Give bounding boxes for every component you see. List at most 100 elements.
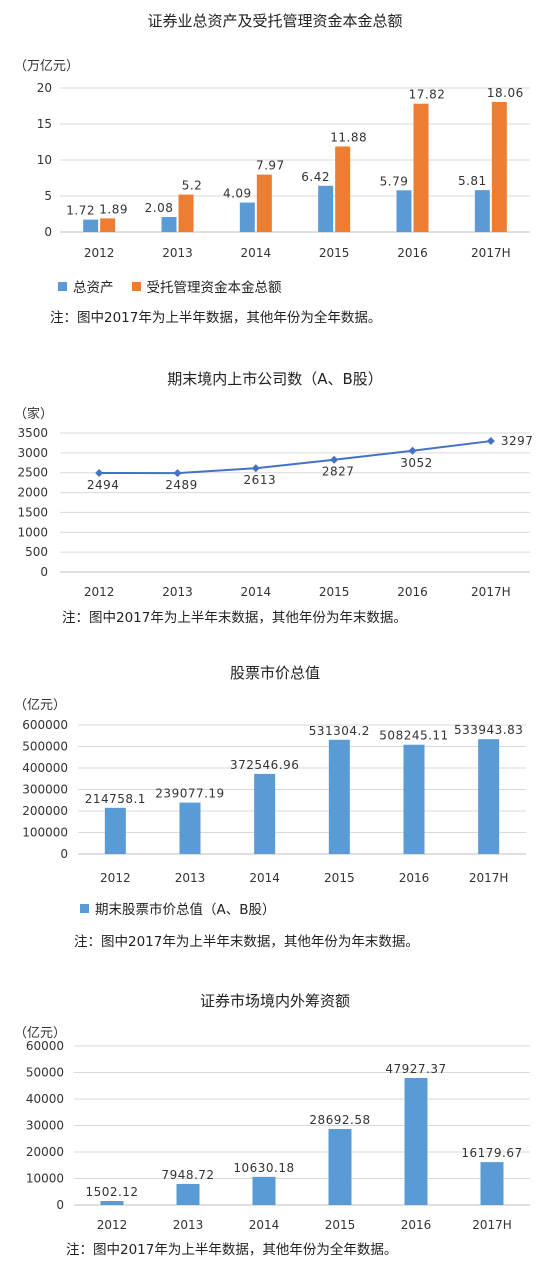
data-label: 47927.37: [385, 1062, 446, 1076]
x-tick-label: 2016: [397, 585, 428, 599]
x-tick-label: 2013: [162, 585, 193, 599]
bar: [176, 1183, 200, 1205]
x-tick-label: 2013: [173, 1218, 204, 1232]
data-label: 2.08: [145, 201, 174, 215]
chart1-note: 注：图中2017年为上半年数据，其他年份为全年数据。: [50, 310, 382, 326]
data-label: 3052: [400, 456, 433, 470]
legend-label: 期末股票市价总值（A、B股）: [95, 902, 276, 918]
legend-swatch-blue: [58, 281, 67, 291]
y-tick-label: 600000: [22, 718, 68, 732]
y-tick-label: 0: [44, 225, 52, 239]
x-tick-label: 2013: [162, 246, 193, 260]
data-label: 2494: [87, 478, 120, 492]
y-tick-label: 10000: [26, 1172, 64, 1186]
y-tick-label: 300000: [22, 783, 68, 797]
chart2-title: 期末境内上市公司数（A、B股）: [167, 370, 383, 388]
y-tick-label: 2500: [17, 466, 48, 480]
data-label: 2613: [244, 473, 277, 487]
legend-label: 受托管理资金本金总额: [146, 280, 282, 296]
bar: [252, 1176, 276, 1205]
data-label: 5.81: [458, 174, 487, 188]
chart1-plot: 0 5 10 15 20 2012 2013 2014 2015 2016 2017H 1.72 2.0…: [37, 81, 530, 260]
chart2-unit: （家）: [14, 407, 54, 422]
chart4-plot: 0 10000 20000 30000 40000 50000 60000 2012 2013 2…: [26, 1039, 530, 1232]
x-tick-label: 2012: [100, 871, 131, 885]
y-tick-label: 500: [25, 545, 48, 559]
data-point: [95, 468, 104, 477]
y-tick-label: 30000: [26, 1119, 64, 1133]
x-tick-label: 2014: [249, 871, 280, 885]
bar: [83, 219, 99, 232]
x-tick-label: 2012: [97, 1218, 128, 1232]
bar: [480, 1162, 504, 1205]
y-tick-label: 50000: [26, 1066, 64, 1080]
data-point: [486, 437, 495, 446]
bar: [328, 739, 350, 854]
data-label: 239077.19: [155, 787, 224, 801]
data-label: 11.88: [330, 130, 367, 144]
x-tick-label: 2012: [84, 585, 115, 599]
chart4-title: 证券市场境内外筹资额: [199, 992, 350, 1010]
data-point: [251, 464, 260, 473]
bar: [161, 217, 177, 232]
data-point: [330, 455, 339, 464]
x-tick-label: 2016: [401, 1218, 432, 1232]
legend-item-entrusted-funds: 受托管理资金本金总额: [131, 276, 282, 296]
y-tick-label: 10: [37, 153, 52, 167]
legend-item-market-cap: 期末股票市价总值（A、B股）: [80, 898, 276, 918]
data-label: 533943.83: [454, 723, 523, 737]
bar: [478, 739, 500, 854]
chart4-note: 注：图中2017年为上半年数据，其他年份为全年数据。: [66, 1242, 398, 1258]
x-tick-label: 2013: [175, 871, 206, 885]
x-tick-label: 2014: [241, 246, 272, 260]
data-label: 3297: [501, 434, 534, 448]
bar: [474, 190, 490, 232]
x-tick-label: 2014: [241, 585, 272, 599]
data-label: 5.79: [380, 174, 409, 188]
x-tick-label: 2014: [249, 1218, 280, 1232]
bar: [396, 190, 412, 232]
x-tick-label: 2015: [325, 1218, 356, 1232]
bar: [328, 1128, 352, 1205]
chart3-note: 注：图中2017年为上半年末数据，其他年份为年末数据。: [74, 934, 419, 950]
chart1-unit: （万亿元）: [14, 59, 80, 74]
y-tick-label: 20000: [26, 1145, 64, 1159]
legend-item-total-assets: 总资产: [58, 276, 114, 296]
bar: [403, 744, 425, 854]
data-label: 7.97: [256, 159, 285, 173]
y-tick-label: 1000: [17, 525, 48, 539]
x-tick-label: 2015: [324, 871, 355, 885]
chart4-unit: （亿元）: [14, 1026, 67, 1041]
bar: [100, 1201, 124, 1205]
bar: [335, 146, 351, 232]
y-tick-label: 5: [44, 189, 52, 203]
y-tick-label: 100000: [22, 826, 68, 840]
data-label: 508245.11: [379, 729, 448, 743]
data-label: 1502.12: [85, 1185, 138, 1199]
data-point: [173, 469, 182, 478]
data-label: 1.89: [99, 202, 128, 216]
y-tick-label: 3500: [17, 426, 48, 440]
chart3-unit: （亿元）: [14, 698, 67, 713]
data-label: 1.72: [66, 204, 95, 218]
data-label: 18.06: [487, 86, 524, 100]
x-tick-label: 2015: [319, 585, 350, 599]
y-tick-label: 15: [37, 117, 52, 131]
data-label: 531304.2: [309, 724, 370, 738]
series-line: [99, 440, 491, 475]
data-label: 2827: [322, 465, 355, 479]
legend-swatch-blue: [80, 903, 89, 913]
bar: [413, 103, 429, 232]
bar: [254, 773, 276, 854]
data-label: 10630.18: [233, 1161, 294, 1175]
bar: [491, 101, 507, 232]
y-tick-label: 0: [56, 1198, 64, 1212]
data-label: 16179.67: [461, 1146, 522, 1160]
y-tick-label: 0: [40, 565, 48, 579]
y-tick-label: 200000: [22, 804, 68, 818]
y-tick-label: 0: [60, 847, 68, 861]
y-tick-label: 400000: [22, 761, 68, 775]
y-tick-label: 500000: [22, 740, 68, 754]
data-label: 6.42: [301, 170, 330, 184]
data-label: 214758.1: [85, 792, 146, 806]
